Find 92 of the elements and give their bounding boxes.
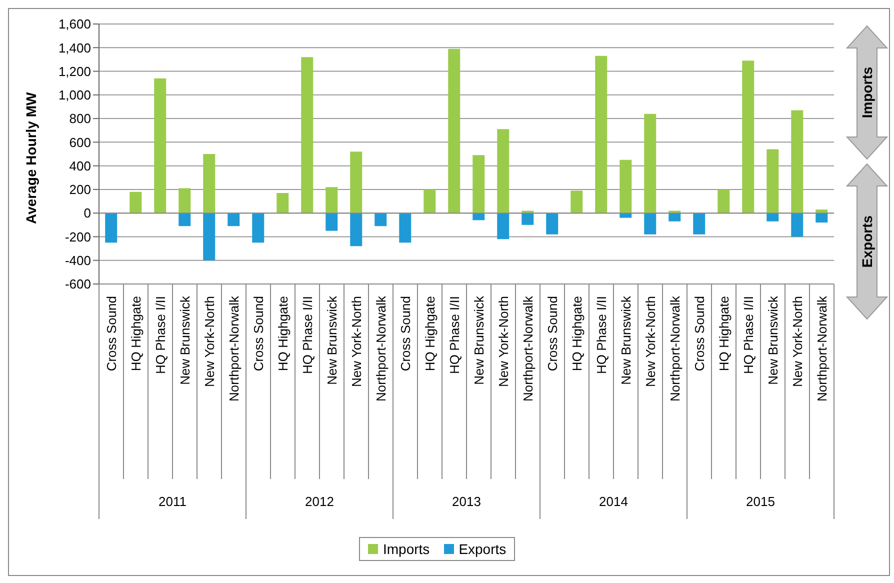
- bar: [252, 213, 264, 243]
- x-tick-label: New Brunswick: [324, 296, 340, 385]
- legend-label: Exports: [458, 541, 506, 557]
- x-tick-label: Northport-Norwalk: [814, 296, 830, 402]
- x-tick-label: HQ Phase I/II: [740, 296, 756, 374]
- text: 2013: [452, 494, 481, 509]
- x-tick-label: HQ Phase I/II: [446, 296, 462, 374]
- bar: [791, 110, 804, 214]
- x-tick-label: Cross Sound: [544, 296, 560, 372]
- x-tick-label: Northport-Norwalk: [373, 296, 388, 402]
- bar: [644, 213, 656, 234]
- bar: [718, 189, 730, 214]
- y-tick-label: -200: [64, 229, 91, 244]
- bar: [424, 189, 436, 214]
- bar: [228, 213, 240, 226]
- x-tick-label: Cross Sound: [692, 296, 707, 372]
- y-tick-label: 200: [69, 182, 91, 198]
- x-tick-label: HQ Highgate: [422, 296, 438, 372]
- bar: [178, 213, 191, 226]
- bar: [668, 213, 681, 222]
- x-tick-label: New Brunswick: [177, 296, 192, 385]
- x-tick-label: New Brunswick: [765, 296, 780, 385]
- y-tick-label: 800: [69, 111, 91, 126]
- x-tick-label: Cross Sound: [398, 296, 413, 372]
- bar: [374, 213, 387, 226]
- x-tick-label: New Brunswick: [471, 296, 486, 385]
- x-tick-label: New York-North: [202, 296, 217, 388]
- x-tick-label: New York-North: [642, 296, 658, 388]
- bar: [350, 152, 362, 214]
- text: 2014: [599, 494, 628, 509]
- legend-label: Imports: [382, 541, 430, 557]
- x-tick-label: Cross Sound: [104, 296, 119, 372]
- x-tick-label: HQ Phase I/II: [594, 296, 609, 374]
- bar: [105, 213, 118, 243]
- x-tick-label: New York-North: [790, 296, 805, 388]
- bar: [620, 213, 632, 218]
- bar: [301, 57, 314, 214]
- x-tick-label: Cross Sound: [250, 296, 266, 372]
- bar: [742, 60, 754, 214]
- text: Exports: [858, 215, 875, 268]
- bar: [766, 149, 779, 214]
- x-tick-label: HQ Phase I/II: [152, 296, 168, 374]
- bar: [497, 129, 510, 214]
- bar: [154, 78, 166, 214]
- y-tick-label: 1,600: [58, 16, 91, 32]
- y-tick-label: -600: [64, 276, 91, 292]
- bar: [130, 192, 142, 214]
- x-tick-label: HQ Highgate: [716, 296, 732, 372]
- bar: [326, 213, 338, 231]
- bar: [326, 187, 338, 214]
- bar: [620, 160, 632, 214]
- bar: [766, 213, 779, 222]
- bar: [816, 213, 828, 223]
- x-tick-label: Northport-Norwalk: [520, 296, 536, 402]
- x-tick-label: New Brunswick: [618, 296, 634, 385]
- x-tick-label: New York-North: [496, 296, 511, 388]
- x-tick-label: Northport-Norwalk: [667, 296, 682, 402]
- bar: [350, 213, 362, 246]
- y-tick-label: 1,200: [58, 64, 91, 79]
- bar: [178, 188, 191, 214]
- text: 2012: [305, 494, 334, 509]
- bar: [693, 213, 706, 234]
- y-axis-title: Average Hourly MW: [22, 91, 39, 224]
- y-tick-label: 600: [69, 134, 91, 150]
- x-tick-label: HQ Highgate: [128, 296, 144, 372]
- bar: [791, 213, 804, 237]
- x-tick-label: HQ Highgate: [569, 296, 584, 372]
- y-tick-label: 1,000: [58, 88, 91, 103]
- bar: [644, 114, 656, 214]
- bar: [203, 213, 216, 260]
- text: Imports: [858, 66, 875, 118]
- bar: [570, 190, 583, 214]
- y-tick-label: -400: [64, 252, 91, 268]
- text: 2011: [158, 494, 186, 509]
- bar: [497, 213, 510, 240]
- text: 2015: [746, 494, 775, 509]
- bar: [472, 213, 485, 220]
- x-tick-label: HQ Highgate: [275, 296, 290, 372]
- bar: [399, 213, 412, 243]
- y-tick-label: 1,400: [58, 40, 91, 56]
- x-tick-label: HQ Phase I/II: [300, 296, 315, 374]
- bar: [595, 56, 608, 214]
- bar: [448, 48, 460, 214]
- bar: [203, 154, 216, 214]
- bar: [472, 155, 485, 214]
- bar: [276, 193, 289, 214]
- bar: [546, 213, 558, 234]
- x-tick-label: Northport-Norwalk: [226, 296, 242, 402]
- x-tick-label: New York-North: [348, 296, 364, 388]
- y-tick-label: 400: [69, 158, 91, 174]
- bar: [522, 213, 534, 225]
- y-tick-label: 0: [84, 206, 91, 221]
